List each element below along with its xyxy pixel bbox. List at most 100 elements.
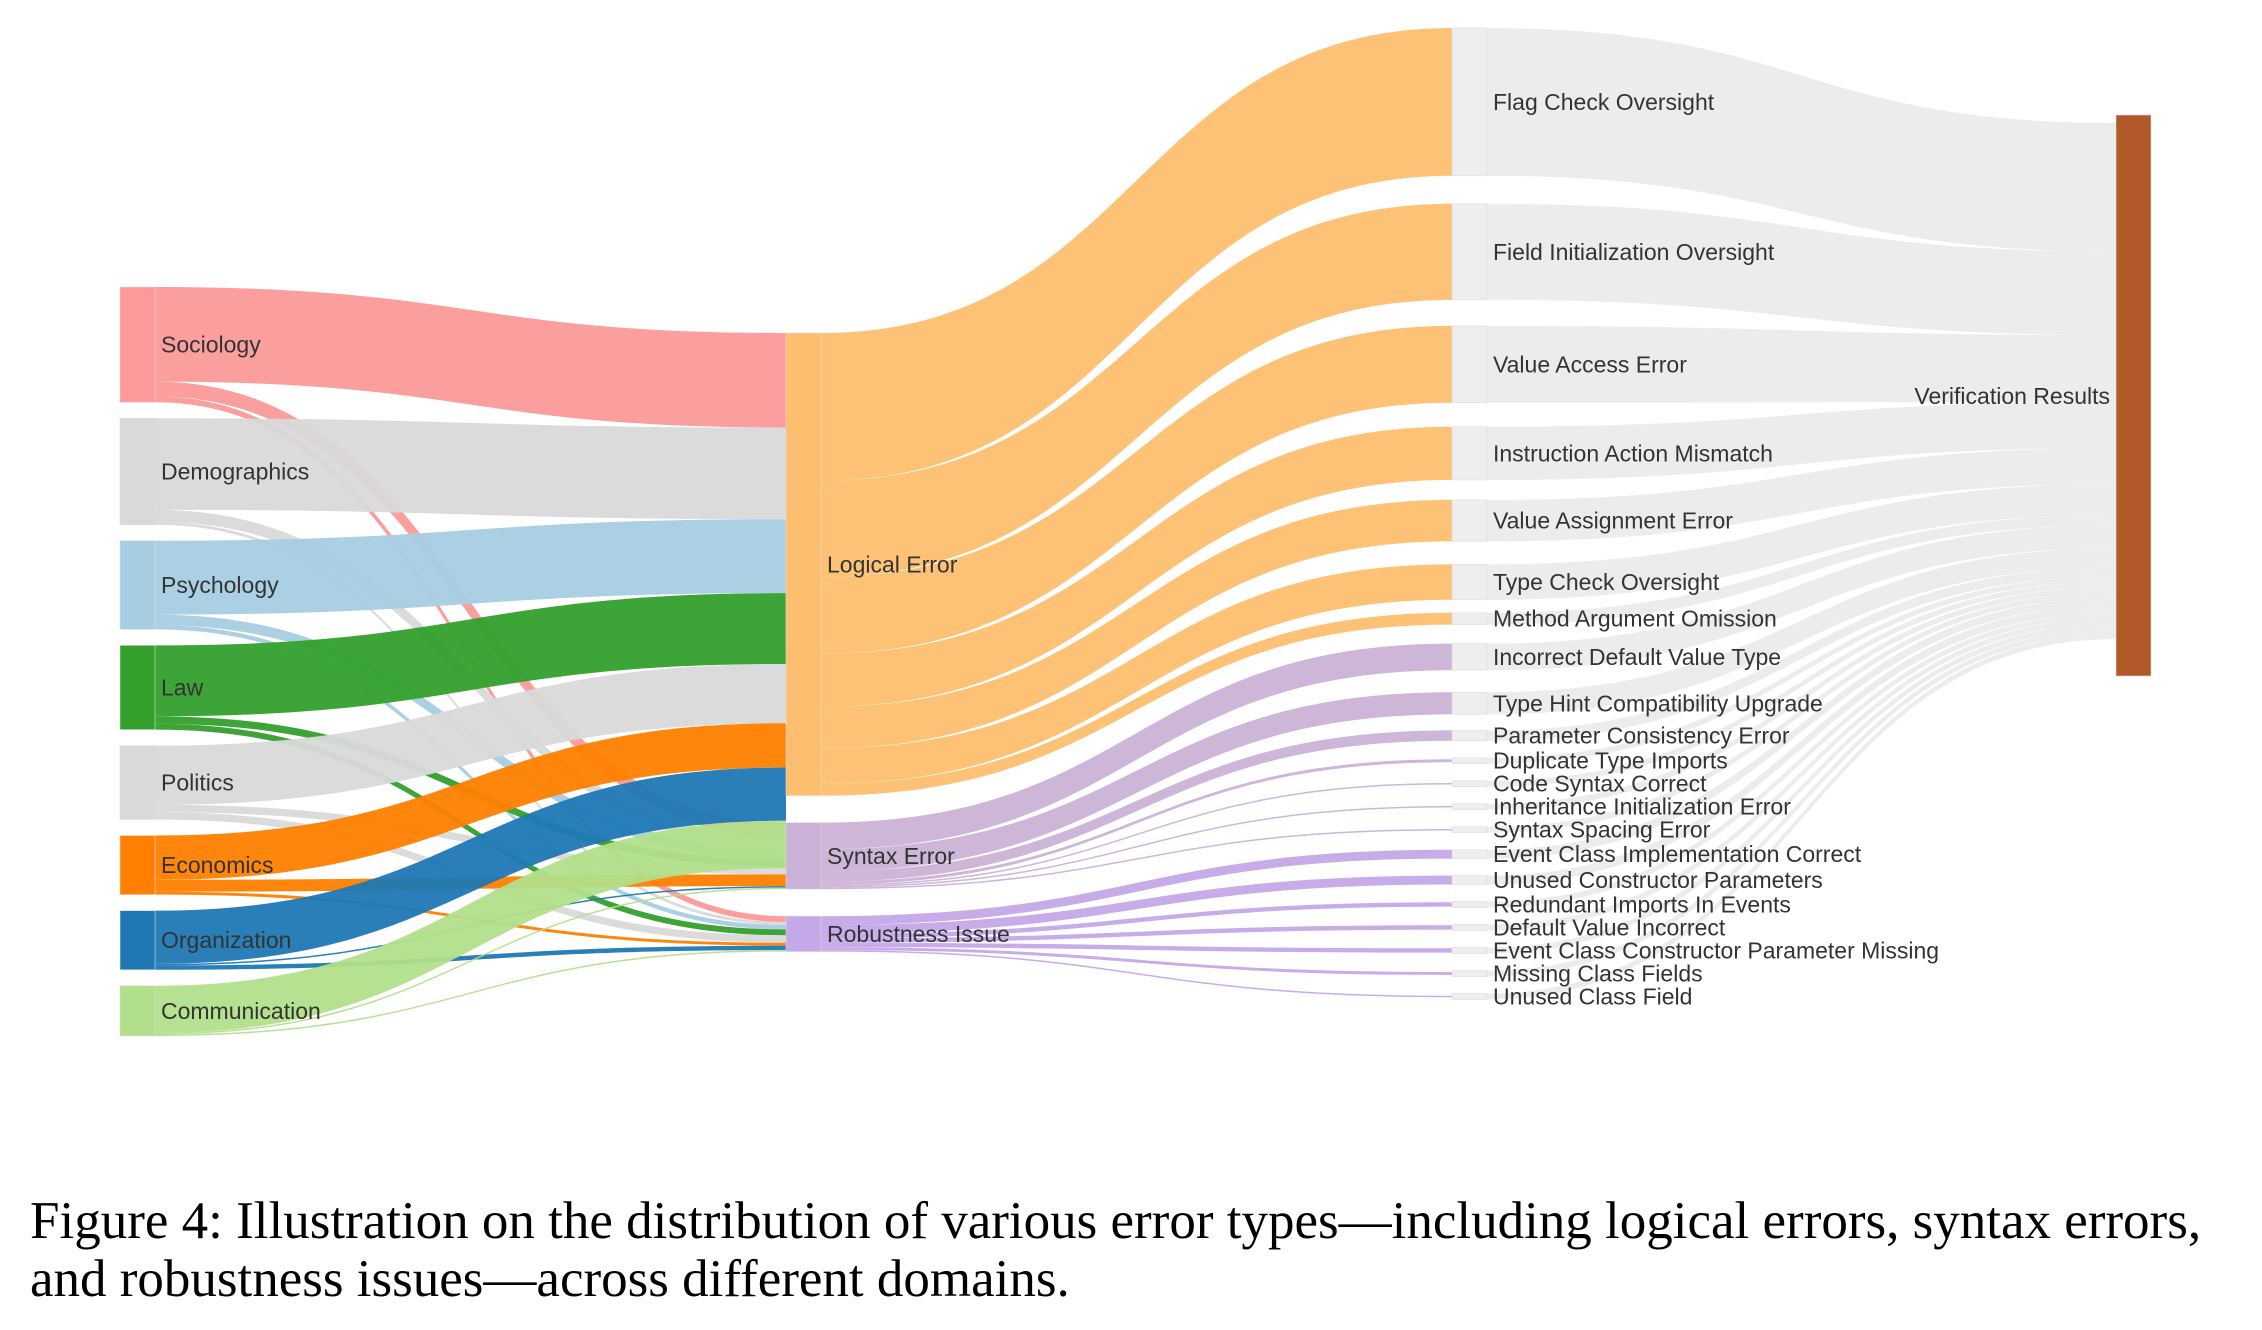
label-organization: Organization (161, 927, 291, 953)
link-event-class-implementation-correct-to-verification (1487, 597, 2116, 859)
label-code-syntax-correct: Code Syntax Correct (1493, 771, 1707, 797)
link-field-initialization-oversight-to-verification (1487, 203, 2116, 336)
link-communication-to-logical-error (155, 820, 786, 1034)
label-value-access-error: Value Access Error (1493, 351, 1687, 377)
label-incorrect-default-value-type: Incorrect Default Value Type (1493, 644, 1781, 670)
link-logical-error-to-type-check-oversight (821, 564, 1452, 784)
node-logical-error (785, 332, 822, 796)
link-communication-to-robustness-issue (155, 950, 786, 1037)
label-syntax-spacing-error: Syntax Spacing Error (1493, 817, 1711, 843)
node-syntax-spacing-error (1451, 826, 1488, 834)
node-instruction-action-mismatch (1451, 426, 1488, 481)
link-syntax-error-to-inheritance-initialization-error (821, 805, 1452, 888)
link-type-check-oversight-to-verification (1487, 484, 2116, 600)
link-robustness-issue-to-unused-class-field (821, 950, 1452, 998)
node-inheritance-initialization-error (1451, 803, 1488, 811)
label-default-value-incorrect: Default Value Incorrect (1493, 914, 1726, 940)
link-robustness-issue-to-event-class-implementation-correct (821, 849, 1452, 925)
sankey-labels: Sociology Demographics Psychology Law Politi… (161, 89, 2110, 1024)
label-economics: Economics (161, 852, 273, 878)
label-demographics: Demographics (161, 458, 309, 484)
link-logical-error-to-value-access-error (821, 325, 1452, 654)
label-unused-class-field: Unused Class Field (1493, 983, 1692, 1009)
link-syntax-error-to-type-hint-compatibility-upgrade (821, 692, 1452, 872)
link-incorrect-default-value-type-to-verification (1487, 525, 2116, 671)
link-default-value-incorrect-to-verification (1487, 618, 2116, 931)
label-flag-check-oversight: Flag Check Oversight (1493, 89, 1715, 115)
link-robustness-issue-to-unused-constructor-parameters (821, 875, 1452, 934)
link-robustness-issue-to-event-class-constructor-parameter-missing (821, 942, 1452, 953)
label-missing-class-fields: Missing Class Fields (1493, 960, 1703, 986)
node-psychology (119, 540, 156, 630)
node-event-class-constructor-parameter-missing (1451, 947, 1488, 954)
label-logical-error: Logical Error (827, 551, 958, 577)
link-law-to-robustness-issue (155, 723, 786, 936)
node-unused-constructor-parameters (1451, 875, 1488, 885)
node-value-assignment-error (1451, 499, 1488, 542)
label-event-class-constructor-parameter-missing: Event Class Constructor Parameter Missin… (1493, 937, 1939, 963)
node-type-hint-compatibility-upgrade (1451, 691, 1488, 715)
label-communication: Communication (161, 998, 321, 1024)
label-type-hint-compatibility-upgrade: Type Hint Compatibility Upgrade (1493, 690, 1823, 716)
label-law: Law (161, 675, 204, 701)
link-missing-class-fields-to-verification (1487, 628, 2116, 977)
link-law-to-logical-error (155, 593, 786, 717)
link-psychology-to-logical-error (155, 519, 786, 615)
label-field-initialization-oversight: Field Initialization Oversight (1493, 239, 1775, 265)
node-verification-results (2115, 114, 2152, 677)
link-unused-constructor-parameters-to-verification (1487, 605, 2116, 885)
link-logical-error-to-instruction-action-mismatch (821, 426, 1452, 707)
link-inheritance-initialization-error-to-verification (1487, 587, 2116, 810)
node-syntax-error (785, 822, 822, 890)
link-type-hint-compatibility-upgrade-to-verification (1487, 548, 2116, 715)
link-syntax-error-to-parameter-consistency-error (821, 730, 1452, 882)
link-syntax-spacing-error-to-verification (1487, 592, 2116, 833)
label-parameter-consistency-error: Parameter Consistency Error (1493, 723, 1790, 749)
link-event-class-constructor-parameter-missing-to-verification (1487, 623, 2116, 954)
node-economics (119, 835, 156, 895)
link-organization-to-robustness-issue (155, 945, 786, 970)
link-instruction-action-mismatch-to-verification (1487, 401, 2116, 480)
node-incorrect-default-value-type (1451, 643, 1488, 671)
link-robustness-issue-to-missing-class-fields (821, 947, 1452, 975)
link-redundant-imports-in-events-to-verification (1487, 613, 2116, 908)
link-psychology-to-robustness-issue (155, 624, 786, 930)
label-redundant-imports-in-events: Redundant Imports In Events (1493, 891, 1791, 917)
link-logical-error-to-value-assignment-error (821, 499, 1452, 749)
node-sociology (119, 286, 156, 403)
label-politics: Politics (161, 770, 234, 796)
link-syntax-error-to-incorrect-default-value-type (821, 643, 1452, 850)
label-type-check-oversight: Type Check Oversight (1493, 569, 1720, 595)
node-flag-check-oversight (1451, 27, 1488, 177)
link-syntax-error-to-syntax-spacing-error (821, 828, 1452, 890)
label-unused-constructor-parameters: Unused Constructor Parameters (1493, 867, 1823, 893)
link-communication-to-syntax-error (155, 887, 786, 1035)
node-duplicate-type-imports (1451, 757, 1488, 765)
label-psychology: Psychology (161, 572, 279, 598)
node-missing-class-fields (1451, 970, 1488, 977)
node-communication (119, 985, 156, 1037)
label-event-class-implementation-correct: Event Class Implementation Correct (1493, 841, 1862, 867)
label-method-argument-omission: Method Argument Omission (1493, 606, 1777, 632)
link-sociology-to-syntax-error (155, 381, 786, 838)
node-redundant-imports-in-events (1451, 901, 1488, 908)
figure-caption: Figure 4: Illustration on the distributi… (30, 1192, 2202, 1308)
node-robustness-issue (785, 915, 822, 952)
node-default-value-incorrect (1451, 924, 1488, 931)
sankey-links (155, 28, 2116, 1037)
link-robustness-issue-to-redundant-imports-in-events (821, 902, 1452, 939)
label-value-assignment-error: Value Assignment Error (1493, 508, 1733, 534)
label-verification-results: Verification Results (1914, 383, 2110, 409)
node-code-syntax-correct (1451, 780, 1488, 788)
link-value-access-error-to-verification (1487, 325, 2116, 403)
label-syntax-error: Syntax Error (827, 843, 955, 869)
node-event-class-implementation-correct (1451, 849, 1488, 859)
link-method-argument-omission-to-verification (1487, 515, 2116, 625)
link-logical-error-to-field-initialization-oversight (821, 203, 1452, 577)
link-flag-check-oversight-to-verification (1487, 28, 2116, 252)
link-robustness-issue-to-default-value-incorrect (821, 925, 1452, 943)
node-politics (119, 745, 156, 820)
label-duplicate-type-imports: Duplicate Type Imports (1493, 748, 1728, 774)
link-logical-error-to-flag-check-oversight (821, 28, 1452, 481)
node-organization (119, 910, 156, 971)
